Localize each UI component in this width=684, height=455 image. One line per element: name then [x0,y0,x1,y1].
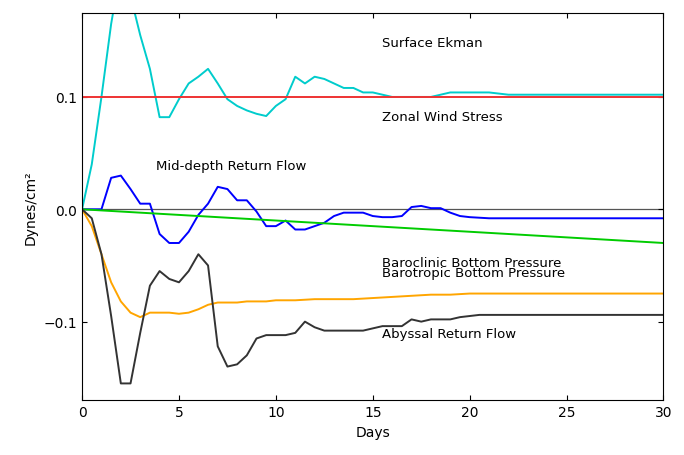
Text: Zonal Wind Stress: Zonal Wind Stress [382,111,503,124]
Y-axis label: Dynes/cm²: Dynes/cm² [24,170,38,244]
Text: Surface Ekman: Surface Ekman [382,36,483,50]
Text: Barotropic Bottom Pressure: Barotropic Bottom Pressure [382,266,566,279]
Text: Abyssal Return Flow: Abyssal Return Flow [382,328,516,340]
Text: Mid-depth Return Flow: Mid-depth Return Flow [156,160,306,173]
Text: Baroclinic Bottom Pressure: Baroclinic Bottom Pressure [382,257,562,270]
X-axis label: Days: Days [356,425,390,439]
